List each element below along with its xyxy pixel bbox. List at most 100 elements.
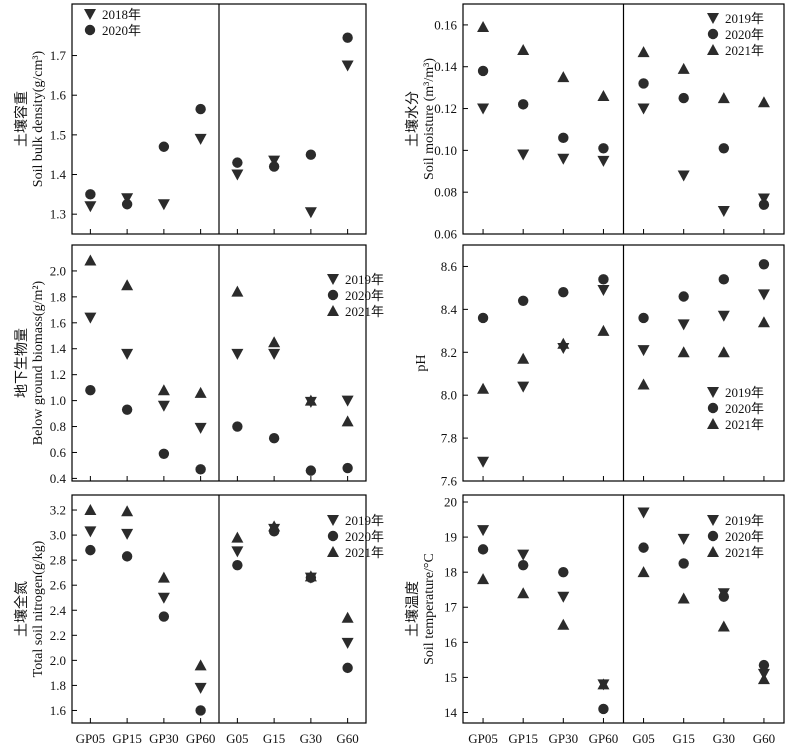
panel-6: 14 15 16 17 18 19 20 GP05 GP15 GP30 GP60 G05 G15 G30 G… [404, 494, 785, 746]
data-point [678, 92, 689, 104]
y-tick-label: 15 [444, 670, 457, 685]
legend-label: 2021年 [725, 545, 764, 560]
legend-label: 2021年 [345, 545, 384, 560]
legend-label: 2019年 [345, 272, 384, 287]
data-point [194, 422, 207, 434]
data-point [231, 348, 244, 360]
data-point [718, 591, 730, 602]
data-point [194, 659, 207, 671]
data-point [757, 316, 770, 328]
data-point [677, 319, 690, 331]
panel-5: 1.6 1.8 2.0 2.2 2.4 2.6 2.8 3.0 3.2 GP05 GP15 GP30 G… [13, 494, 384, 746]
legend-marker [707, 13, 719, 24]
data-point [557, 591, 570, 603]
data-point [194, 386, 207, 398]
data-point [121, 348, 134, 360]
y-axis-label-cn: 土壤容重 [13, 91, 30, 147]
legend-marker [327, 530, 339, 542]
data-point [477, 573, 490, 585]
legend-label: 2019年 [345, 513, 384, 528]
data-point [597, 90, 610, 101]
legend-marker [707, 418, 719, 429]
data-point [758, 199, 770, 210]
legend-label: 2021年 [345, 304, 384, 319]
data-point [231, 531, 244, 543]
data-point [341, 395, 354, 407]
data-point [558, 287, 569, 298]
data-point [677, 592, 690, 604]
data-point [637, 46, 650, 58]
data-point [477, 382, 490, 394]
data-point [517, 149, 530, 161]
y-tick-label: 8.2 [441, 345, 457, 360]
data-point [121, 551, 133, 562]
data-point [517, 559, 529, 571]
data-point [597, 285, 610, 297]
x-tick-label: G30 [300, 731, 322, 746]
data-point [637, 345, 650, 357]
y-axis-label-en: Below ground biomass(g/m²) [31, 280, 46, 445]
y-axis-label-en: Soil bulk density(g/cm³) [31, 50, 46, 187]
data-point [638, 312, 649, 324]
data-point [195, 705, 206, 716]
y-axis-label-cn: 土壤水分 [404, 91, 421, 147]
y-tick-label: 1.4 [50, 167, 67, 182]
x-tick-label: GP30 [549, 731, 579, 746]
data-point [517, 99, 529, 110]
y-tick-label: 0.10 [434, 143, 457, 158]
panel-1: 1.3 1.4 1.5 1.6 1.7 土壤容重 Soil bulk density(g/c… [13, 3, 367, 235]
y-tick-label: 18 [444, 565, 457, 580]
data-point [517, 549, 530, 561]
data-point [598, 703, 609, 715]
legend-marker [327, 289, 339, 301]
data-point [158, 611, 170, 622]
data-point [342, 32, 353, 43]
data-point [231, 169, 244, 181]
legend-marker [707, 44, 719, 55]
data-point [84, 526, 97, 538]
y-tick-label: 1.0 [50, 393, 66, 408]
data-point [121, 193, 134, 205]
data-point [757, 289, 770, 301]
y-tick-label: 8.0 [441, 388, 457, 403]
data-point [341, 415, 354, 427]
legend-label: 2020年 [102, 23, 141, 38]
y-tick-label: 2.0 [50, 653, 66, 668]
data-point [121, 279, 134, 291]
y-tick-label: 17 [444, 600, 458, 615]
y-tick-label: 0.6 [50, 445, 67, 460]
y-tick-label: 14 [444, 705, 458, 720]
data-point [677, 533, 690, 545]
x-tick-label: GP05 [76, 731, 106, 746]
data-point [158, 448, 170, 459]
data-point [638, 78, 649, 89]
y-axis-label-cn: 土壤温度 [404, 581, 421, 637]
legend-marker [327, 515, 339, 526]
y-tick-label: 0.16 [434, 17, 457, 32]
y-tick-label: 0.06 [434, 227, 457, 242]
data-point [717, 310, 730, 322]
y-tick-label: 7.8 [441, 431, 457, 446]
data-point [637, 507, 650, 519]
y-tick-label: 2.4 [50, 603, 67, 618]
data-point [557, 71, 570, 83]
legend-label: 2019年 [725, 11, 764, 26]
y-axis-label-cn: 地下生物量 [14, 328, 30, 398]
data-point [517, 295, 529, 306]
data-point [121, 404, 133, 415]
data-point [557, 337, 570, 349]
x-tick-label: G05 [226, 731, 248, 746]
data-point [598, 143, 609, 154]
x-tick-label: G15 [672, 731, 694, 746]
data-point [84, 504, 97, 516]
legend-label: 2019年 [725, 385, 764, 400]
data-point [85, 544, 96, 556]
data-point [557, 153, 570, 165]
legend-marker [327, 546, 339, 557]
data-point [677, 62, 690, 74]
data-point [121, 199, 133, 210]
y-tick-label: 1.5 [50, 127, 66, 142]
